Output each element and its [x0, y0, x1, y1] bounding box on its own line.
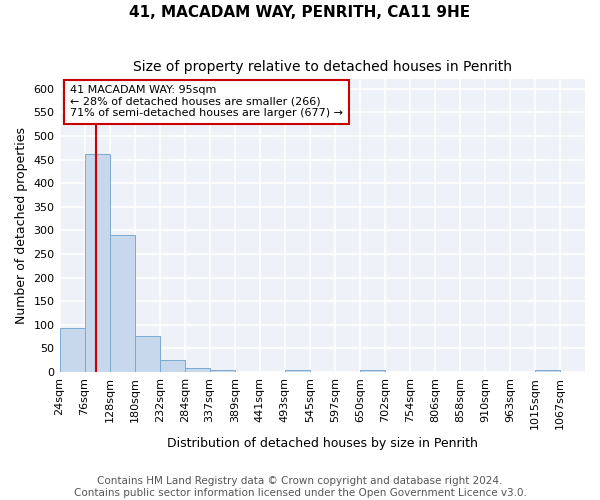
Bar: [59, 328, 85, 372]
Bar: [209, 370, 235, 372]
Text: Contains HM Land Registry data © Crown copyright and database right 2024.
Contai: Contains HM Land Registry data © Crown c…: [74, 476, 526, 498]
Bar: [360, 370, 385, 372]
Text: 41 MACADAM WAY: 95sqm
← 28% of detached houses are smaller (266)
71% of semi-det: 41 MACADAM WAY: 95sqm ← 28% of detached …: [70, 85, 343, 118]
Bar: [285, 370, 310, 372]
Bar: [134, 336, 160, 372]
Bar: [185, 368, 209, 372]
Bar: [110, 235, 134, 372]
Bar: [535, 370, 560, 372]
Y-axis label: Number of detached properties: Number of detached properties: [15, 127, 28, 324]
Title: Size of property relative to detached houses in Penrith: Size of property relative to detached ho…: [133, 60, 512, 74]
Bar: [160, 360, 185, 372]
Text: 41, MACADAM WAY, PENRITH, CA11 9HE: 41, MACADAM WAY, PENRITH, CA11 9HE: [130, 5, 470, 20]
X-axis label: Distribution of detached houses by size in Penrith: Distribution of detached houses by size …: [167, 437, 478, 450]
Bar: [85, 154, 110, 372]
